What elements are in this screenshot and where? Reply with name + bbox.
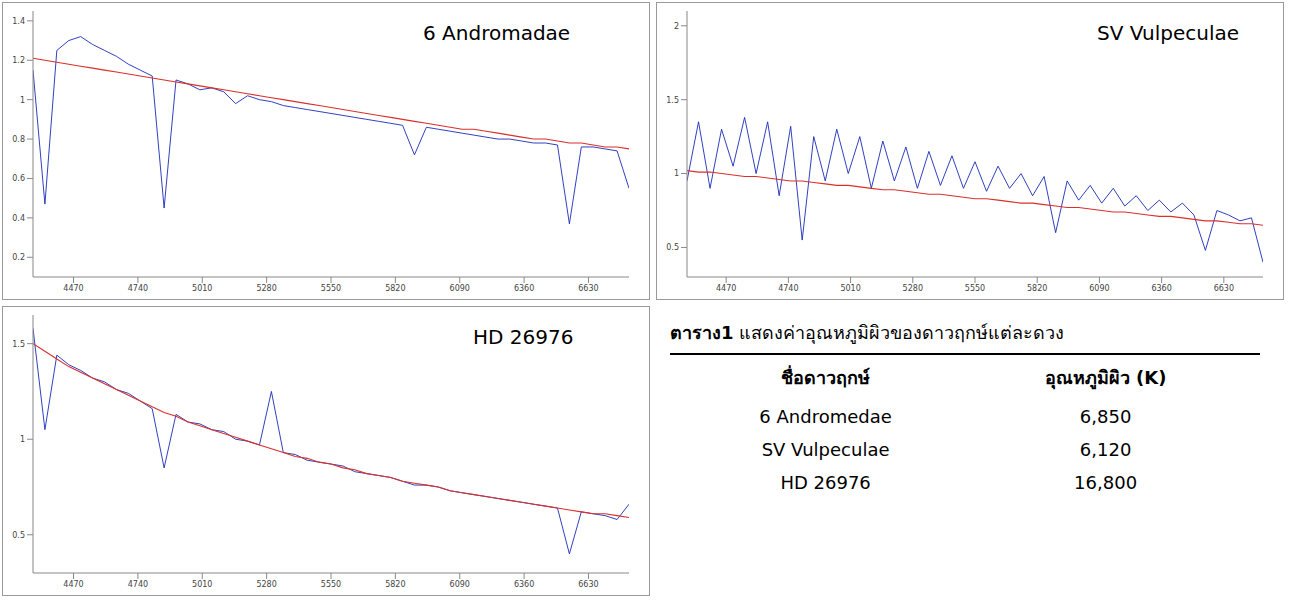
svg-text:5010: 5010 [192, 580, 212, 589]
html-text:SV Vulpeculae: SV Vulpeculae [761, 439, 890, 460]
svg-text:4740: 4740 [128, 284, 148, 293]
svg-text:4740: 4740 [778, 284, 798, 293]
svg-text:1: 1 [674, 169, 679, 178]
svg-text:6630: 6630 [1214, 284, 1234, 293]
svg-text:2: 2 [674, 22, 679, 31]
svg-text:6090: 6090 [1089, 284, 1109, 293]
svg-text:1: 1 [20, 435, 25, 444]
svg-text:1: 1 [20, 96, 25, 105]
html-text:6,120: 6,120 [1079, 439, 1132, 460]
svg-text:4470: 4470 [63, 580, 83, 589]
html-text:HD 26976: HD 26976 [473, 325, 574, 349]
html-text:SV Vulpeculae: SV Vulpeculae [1097, 21, 1240, 45]
svg-text:5280: 5280 [256, 284, 276, 293]
svg-text:5550: 5550 [321, 284, 341, 293]
svg-text:5010: 5010 [192, 284, 212, 293]
svg-text:5010: 5010 [840, 284, 860, 293]
svg-text:1.5: 1.5 [12, 340, 25, 349]
svg-text:0.5: 0.5 [666, 243, 679, 252]
html-text:HD 26976: HD 26976 [780, 472, 871, 493]
svg-text:5820: 5820 [385, 284, 405, 293]
svg-text:5550: 5550 [965, 284, 985, 293]
svg-text:6630: 6630 [578, 580, 598, 589]
svg-text:4470: 4470 [716, 284, 736, 293]
html-text:6 Andromedae: 6 Andromedae [759, 406, 892, 427]
svg-text:5550: 5550 [321, 580, 341, 589]
svg-text:5820: 5820 [1027, 284, 1047, 293]
svg-text:6090: 6090 [450, 284, 470, 293]
svg-text:0.5: 0.5 [12, 531, 25, 540]
svg-text:6360: 6360 [1151, 284, 1171, 293]
svg-text:4740: 4740 [128, 580, 148, 589]
html-text:อุณหภูมิผิว (K): อุณหภูมิผิว (K) [1044, 367, 1167, 388]
svg-text:6360: 6360 [514, 580, 534, 589]
svg-text:0.8: 0.8 [12, 135, 25, 144]
html-text:16,800: 16,800 [1074, 472, 1138, 493]
svg-text:0.4: 0.4 [12, 214, 25, 223]
svg-text:1.5: 1.5 [666, 96, 679, 105]
svg-text:0.6: 0.6 [12, 174, 25, 183]
html-text:ตาราง1 แสดงค่าอุณหภูมิผิวของดา: ตาราง1 แสดงค่าอุณหภูมิผิวของดาวฤกษ์แต่ละ… [670, 322, 1065, 343]
svg-text:5820: 5820 [385, 580, 405, 589]
svg-text:6630: 6630 [578, 284, 598, 293]
html-text:6,850: 6,850 [1079, 406, 1132, 427]
svg-text:0.2: 0.2 [12, 253, 25, 262]
svg-text:5280: 5280 [903, 284, 923, 293]
svg-text:4470: 4470 [63, 284, 83, 293]
svg-text:6360: 6360 [514, 284, 534, 293]
html-text:6 Andromadae: 6 Andromadae [423, 21, 571, 45]
svg-text:5280: 5280 [256, 580, 276, 589]
svg-text:1.2: 1.2 [12, 56, 25, 65]
svg-text:6090: 6090 [450, 580, 470, 589]
html-text:ชื่อดาวฤกษ์: ชื่อดาวฤกษ์ [781, 367, 871, 388]
svg-text:1.4: 1.4 [12, 17, 25, 26]
